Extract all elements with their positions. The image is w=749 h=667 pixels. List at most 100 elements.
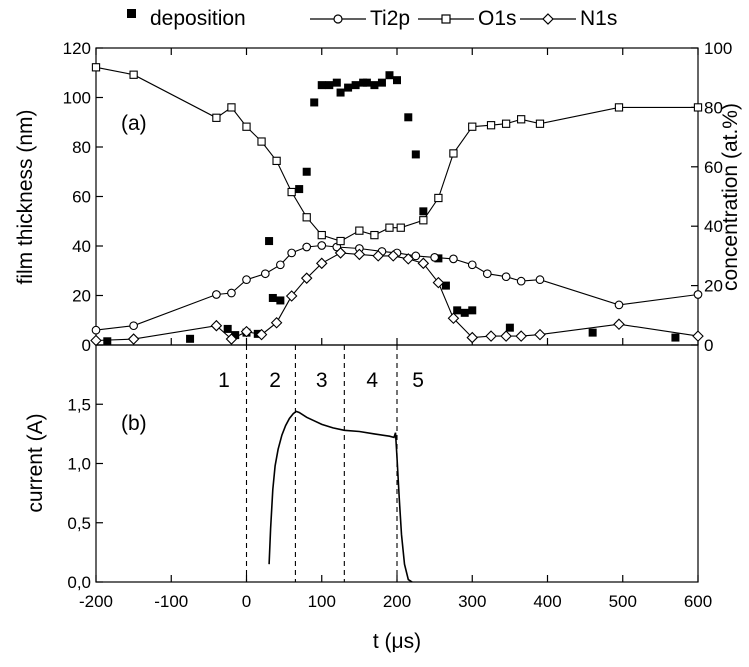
left-tick-label: 80 (72, 138, 91, 157)
data-point-ti2p (302, 242, 312, 252)
region-label-5: 5 (412, 369, 424, 392)
data-point-deposition (351, 81, 360, 90)
legend-marker-deposition (127, 9, 136, 18)
data-point-o1s (272, 156, 281, 166)
data-point-deposition (377, 78, 386, 87)
data-point-deposition (332, 78, 341, 87)
data-point-n1s (210, 319, 223, 332)
legend-marker-ti2p (333, 14, 343, 24)
data-point-o1s (385, 223, 394, 232)
region-label-4: 4 (366, 369, 378, 392)
data-point-o1s (396, 223, 405, 232)
panel-a-series-lines (95, 66, 699, 342)
data-point-n1s (534, 328, 546, 341)
data-point-ti2p (501, 272, 511, 282)
right-tick-label: 20 (704, 277, 723, 296)
data-point-deposition (393, 76, 401, 85)
legend-marker-n1s (542, 13, 554, 25)
data-point-ti2p (467, 260, 477, 270)
data-point-deposition (265, 237, 274, 246)
data-point-n1s (127, 333, 140, 345)
data-point-deposition (362, 78, 371, 87)
right-tick-label: 80 (704, 98, 723, 117)
legend-label-n1s: N1s (580, 7, 617, 30)
data-point-deposition (268, 293, 277, 302)
left-tick-label: 40 (72, 237, 91, 256)
data-point-o1s (501, 119, 511, 128)
data-point-ti2p (430, 253, 439, 262)
left-tick-label: 120 (63, 39, 91, 58)
data-point-deposition (468, 306, 477, 315)
panel-a-left-axis-title: film thickness (nm) (14, 109, 37, 284)
data-point-o1s (434, 193, 443, 203)
right-tick-label: 40 (704, 217, 723, 236)
data-point-deposition (385, 71, 394, 80)
current-trace-line (268, 410, 413, 583)
data-point-n1s (613, 318, 625, 330)
data-point-n1s (515, 330, 527, 342)
data-point-o1s (302, 213, 311, 222)
data-point-o1s (517, 115, 526, 124)
panel-b-y-tick-label: 1,5 (67, 395, 91, 414)
data-point-o1s (287, 187, 296, 197)
region-label-1: 1 (218, 369, 230, 392)
data-point-deposition (302, 167, 311, 176)
data-point-deposition (103, 337, 112, 346)
data-point-o1s (693, 103, 703, 112)
data-point-ti2p (287, 248, 297, 258)
data-point-n1s (255, 328, 268, 341)
data-point-n1s (300, 272, 313, 284)
data-point-n1s (500, 330, 512, 342)
data-point-n1s (432, 276, 445, 289)
data-point-n1s (447, 312, 460, 325)
data-point-n1s (485, 330, 497, 342)
x-tick-label: 400 (533, 592, 561, 611)
data-point-n1s (353, 248, 366, 261)
data-point-deposition (317, 81, 326, 90)
data-point-deposition (505, 323, 514, 332)
left-tick-label: 0 (82, 336, 91, 355)
data-point-o1s (486, 121, 496, 130)
data-point-n1s (387, 250, 400, 262)
data-point-o1s (535, 119, 545, 128)
data-point-deposition (325, 81, 334, 90)
data-point-o1s (614, 103, 624, 112)
x-tick-label: -100 (154, 592, 188, 611)
data-point-o1s (370, 230, 379, 240)
panel-a-ticks: 0 20 40 60 80 100 120 0 20 40 60 80 100 (63, 39, 733, 355)
x-tick-label: 500 (609, 592, 637, 611)
data-point-n1s (466, 331, 479, 344)
region-markers: 1 2 3 4 5 (218, 345, 424, 582)
data-point-ti2p (535, 275, 545, 285)
data-point-deposition (186, 334, 195, 343)
panel-b-series-lines (268, 410, 413, 583)
data-point-deposition (276, 296, 285, 305)
data-point-n1s (372, 250, 384, 262)
data-point-ti2p (91, 325, 101, 335)
left-tick-label: 60 (72, 188, 91, 207)
data-point-o1s (317, 230, 326, 240)
data-point-n1s (240, 325, 253, 338)
panel-b-ticks: 0,0 0,5 1,0 1,5 -200 -100 0 100 200 300 400 500 600 (67, 395, 712, 611)
data-point-n1s (334, 247, 347, 259)
region-label-2: 2 (269, 369, 281, 392)
data-point-deposition (404, 113, 413, 122)
legend-marker-o1s (441, 14, 451, 24)
panel-b: (b) current (A) t (μs) 0,0 0,5 1,0 1,5 -200 -… (24, 344, 712, 653)
data-point-deposition (310, 98, 319, 107)
right-tick-label: 100 (704, 39, 732, 58)
data-point-o1s (91, 63, 101, 72)
data-point-ti2p (260, 269, 270, 279)
data-point-deposition (344, 83, 353, 92)
panel-b-y-tick-label: 0,5 (67, 514, 91, 533)
x-tick-label: 0 (242, 592, 251, 611)
data-point-n1s (315, 257, 328, 270)
data-point-ti2p (242, 275, 251, 285)
data-point-o1s (129, 70, 138, 79)
data-point-ti2p (212, 290, 221, 299)
panel-a-frame (95, 47, 699, 346)
data-point-ti2p (516, 276, 526, 286)
series-line-o1s (95, 66, 698, 242)
data-point-ti2p (614, 300, 624, 310)
